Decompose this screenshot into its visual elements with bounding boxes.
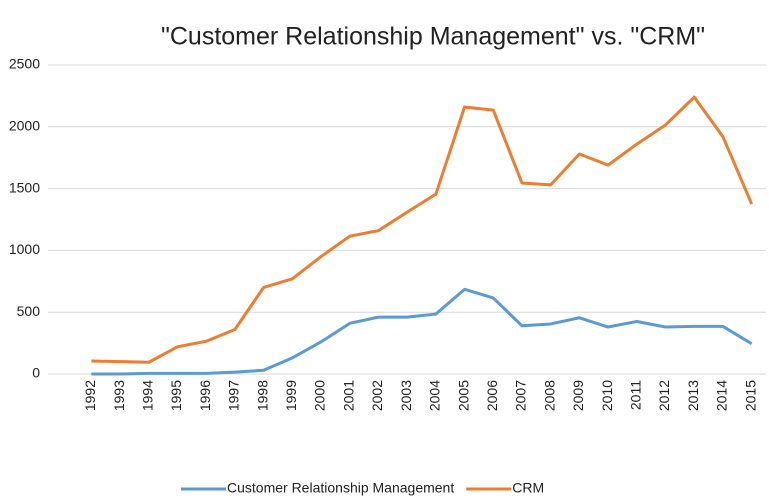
x-tick-label: 1999 [283,380,299,411]
y-tick-label: 1000 [9,241,40,257]
x-tick-label: 1992 [82,380,98,411]
x-tick-label: 2010 [599,380,615,411]
x-tick-label: 1996 [197,380,213,411]
x-tick-label: 2006 [484,380,500,411]
x-tick-label: 2004 [427,380,443,411]
series-line [91,287,753,376]
x-tick-label: 2003 [398,380,414,411]
y-tick-label: 500 [17,303,41,319]
y-tick-label: 0 [32,365,40,381]
x-tick-label: 2005 [455,380,471,411]
y-tick-label: 2000 [9,118,40,134]
x-tick-label: 2009 [570,380,586,411]
x-tick-label: 1993 [111,380,127,411]
legend-label: Customer Relationship Management [227,480,454,496]
x-tick-label: 2013 [685,380,701,411]
x-tick-label: 1994 [139,380,155,411]
x-tick-label: 1997 [226,380,242,411]
x-tick-label: 2007 [513,380,529,411]
x-tick-label: 1995 [168,380,184,411]
x-tick-label: 2012 [656,380,672,411]
x-tick-label: 2002 [369,380,385,411]
series-line [91,95,754,364]
x-tick-label: 2000 [312,380,328,411]
x-tick-label: 2015 [742,380,758,411]
x-tick-label: 1998 [254,380,270,411]
legend-label: CRM [512,480,544,496]
y-tick-label: 2500 [9,56,40,72]
x-tick-label: 2008 [541,380,557,411]
y-tick-label: 1500 [9,179,40,195]
chart-title: "Customer Relationship Management" vs. "… [161,23,705,51]
x-tick-label: 2014 [714,380,730,411]
x-tick-label: 2011 [628,380,644,410]
x-tick-label: 2001 [340,380,356,411]
